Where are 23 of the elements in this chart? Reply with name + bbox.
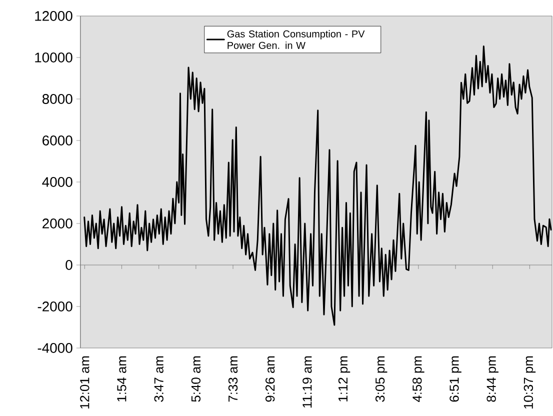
x-tick-label: 10:37 pm xyxy=(524,356,536,409)
x-tick-label: 8:44 pm xyxy=(486,356,498,402)
y-tick-label: 8000 xyxy=(42,94,72,104)
x-tick-label: 11:19 am xyxy=(302,356,312,408)
x-tick-label: 3:05 pm xyxy=(375,356,388,402)
y-tick-label: 12000 xyxy=(35,11,72,21)
legend-label: Gas Station Consumption - PV Power Gen. in W xyxy=(227,30,365,49)
y-tick-label: 6000 xyxy=(42,136,72,146)
x-tick-label: 3:47 am xyxy=(154,356,164,402)
y-tick-label: 4000 xyxy=(42,177,72,187)
y-tick-label: 10000 xyxy=(35,52,72,62)
x-tick-label: 6:51 pm xyxy=(450,356,462,402)
y-tick-label: 2000 xyxy=(42,218,72,228)
y-tick-label: -2000 xyxy=(38,302,72,312)
x-tick-label: 7:33 am xyxy=(228,356,238,402)
x-tick-label: 9:26 am xyxy=(266,356,275,402)
x-tick-label: 5:40 am xyxy=(191,356,201,402)
x-tick-label: 1:12 pm xyxy=(338,356,350,402)
y-tick-label: -4000 xyxy=(38,343,72,353)
x-tick-label: 4:58 pm xyxy=(412,356,424,402)
y-tick-label: 0 xyxy=(66,260,72,270)
x-tick-label: 1:54 am xyxy=(117,356,126,402)
x-tick-label: 12:01 am xyxy=(80,356,90,409)
